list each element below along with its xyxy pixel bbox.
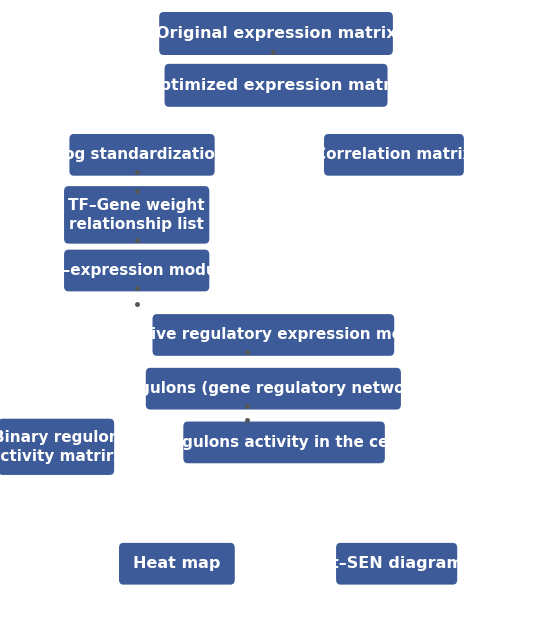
Text: Co–expression module: Co–expression module — [41, 263, 232, 278]
Text: t–SEN diagram: t–SEN diagram — [331, 556, 463, 571]
Text: log standardization: log standardization — [59, 147, 225, 162]
Text: Optimized expression matrix: Optimized expression matrix — [146, 78, 406, 93]
FancyBboxPatch shape — [64, 186, 209, 243]
Text: Original expression matrix: Original expression matrix — [156, 26, 396, 41]
FancyBboxPatch shape — [183, 422, 385, 463]
FancyBboxPatch shape — [152, 314, 394, 356]
Text: TF–Gene weight
relationship list: TF–Gene weight relationship list — [69, 198, 205, 232]
Text: Positive regulatory expression module: Positive regulatory expression module — [108, 327, 439, 343]
Text: Binary regulon
activity matrirx: Binary regulon activity matrirx — [0, 430, 123, 464]
FancyBboxPatch shape — [119, 543, 235, 585]
Text: Regulons (gene regulatory network): Regulons (gene regulatory network) — [117, 381, 429, 396]
FancyBboxPatch shape — [324, 134, 464, 176]
Text: Heat map: Heat map — [133, 556, 221, 571]
FancyBboxPatch shape — [336, 543, 457, 585]
FancyBboxPatch shape — [146, 368, 401, 410]
FancyBboxPatch shape — [64, 250, 209, 291]
FancyBboxPatch shape — [70, 134, 214, 176]
FancyBboxPatch shape — [0, 418, 114, 475]
FancyBboxPatch shape — [159, 12, 393, 55]
Text: Regulons activity in the cells: Regulons activity in the cells — [160, 435, 408, 450]
Text: Correlation matrix: Correlation matrix — [315, 147, 473, 162]
FancyBboxPatch shape — [165, 64, 388, 107]
